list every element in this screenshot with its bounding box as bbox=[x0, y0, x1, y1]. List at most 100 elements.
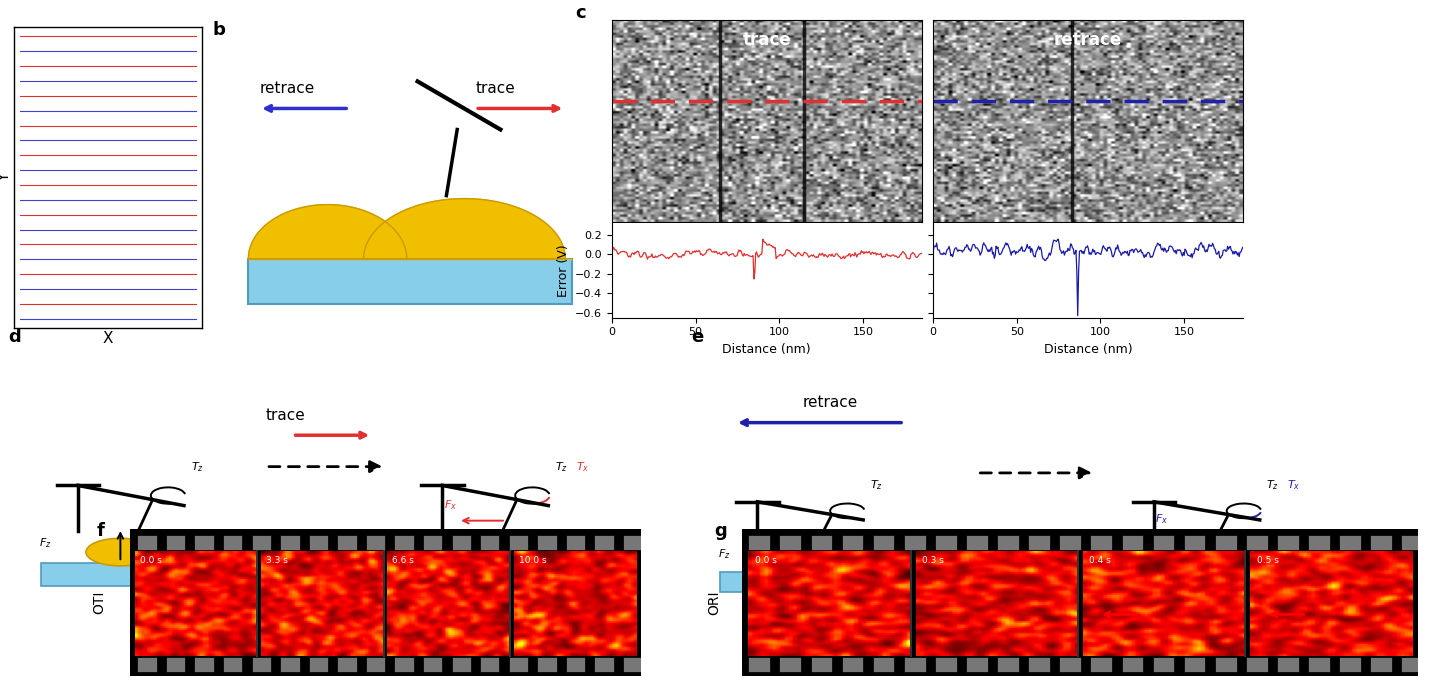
Text: 6.6 s: 6.6 s bbox=[392, 556, 415, 565]
Ellipse shape bbox=[86, 538, 156, 566]
Bar bbox=[308, 535, 328, 550]
Bar bbox=[395, 535, 413, 550]
Bar bbox=[508, 535, 528, 550]
Y-axis label: Error (V): Error (V) bbox=[557, 244, 570, 297]
Text: $Z_x$: $Z_x$ bbox=[1202, 596, 1217, 609]
Bar bbox=[423, 535, 442, 550]
Bar bbox=[1308, 535, 1329, 550]
Bar bbox=[624, 535, 642, 550]
Bar bbox=[405, 563, 606, 586]
Y-axis label: Y: Y bbox=[0, 173, 12, 182]
Bar bbox=[1371, 657, 1392, 672]
Bar bbox=[566, 657, 585, 672]
Bar bbox=[452, 657, 471, 672]
Text: b: b bbox=[213, 21, 225, 40]
Text: $Z_z$: $Z_z$ bbox=[420, 590, 433, 604]
Text: $F_x$: $F_x$ bbox=[1155, 512, 1168, 525]
Text: ORI: ORI bbox=[707, 591, 721, 615]
Bar bbox=[252, 657, 271, 672]
Bar bbox=[779, 535, 801, 550]
Bar bbox=[1215, 535, 1237, 550]
Bar bbox=[1277, 657, 1299, 672]
Bar bbox=[1308, 657, 1329, 672]
Text: $Z_z$: $Z_z$ bbox=[560, 590, 573, 604]
Bar bbox=[749, 657, 770, 672]
Text: $F_z$: $F_z$ bbox=[403, 536, 416, 550]
Text: retrace: retrace bbox=[804, 395, 858, 410]
Text: $T_z$: $T_z$ bbox=[870, 478, 883, 492]
Text: 0.3 s: 0.3 s bbox=[922, 556, 945, 565]
Bar bbox=[1028, 657, 1050, 672]
Bar bbox=[749, 535, 770, 550]
Ellipse shape bbox=[766, 549, 834, 574]
Bar bbox=[194, 657, 213, 672]
Text: c: c bbox=[575, 4, 586, 23]
Text: $Z_z$: $Z_z$ bbox=[1272, 596, 1284, 609]
Text: retrace: retrace bbox=[259, 81, 314, 96]
Text: $F_z$: $F_z$ bbox=[719, 547, 732, 561]
Bar bbox=[252, 535, 271, 550]
Bar bbox=[996, 535, 1020, 550]
Text: g: g bbox=[714, 522, 727, 540]
Bar bbox=[1184, 657, 1205, 672]
Text: $T_z$: $T_z$ bbox=[1267, 478, 1280, 492]
Text: trace: trace bbox=[475, 81, 516, 96]
Bar bbox=[1117, 572, 1318, 592]
Bar bbox=[423, 657, 442, 672]
Bar bbox=[508, 657, 528, 672]
Text: $Z_z$: $Z_z$ bbox=[1132, 596, 1145, 609]
Bar bbox=[166, 535, 186, 550]
Bar bbox=[1122, 535, 1143, 550]
Bar bbox=[1246, 535, 1267, 550]
Text: retrace: retrace bbox=[1054, 31, 1122, 48]
Bar bbox=[1028, 535, 1050, 550]
Bar bbox=[1401, 657, 1423, 672]
Bar bbox=[1246, 657, 1267, 672]
Text: 0.5 s: 0.5 s bbox=[1257, 556, 1279, 565]
Polygon shape bbox=[363, 199, 566, 259]
Bar bbox=[595, 535, 613, 550]
Bar bbox=[811, 657, 832, 672]
Text: $Z_z$: $Z_z$ bbox=[145, 590, 158, 604]
Bar bbox=[281, 657, 300, 672]
Bar bbox=[1152, 657, 1175, 672]
X-axis label: Distance (nm): Distance (nm) bbox=[723, 343, 811, 356]
Bar bbox=[480, 535, 500, 550]
Bar bbox=[1371, 535, 1392, 550]
Ellipse shape bbox=[1162, 549, 1231, 574]
Bar bbox=[1060, 535, 1081, 550]
Polygon shape bbox=[249, 205, 408, 259]
Bar bbox=[935, 535, 956, 550]
Text: $F_z$: $F_z$ bbox=[39, 536, 52, 550]
Bar bbox=[1339, 657, 1361, 672]
Text: $F_x$: $F_x$ bbox=[444, 498, 456, 512]
Bar bbox=[281, 535, 300, 550]
Text: $Z_x$: $Z_x$ bbox=[491, 590, 505, 604]
Text: 10.0 s: 10.0 s bbox=[518, 556, 546, 565]
Bar bbox=[904, 535, 926, 550]
Bar bbox=[779, 657, 801, 672]
Text: 0.0 s: 0.0 s bbox=[755, 556, 778, 565]
X-axis label: Distance (nm): Distance (nm) bbox=[1044, 343, 1132, 356]
Bar bbox=[720, 572, 922, 592]
Bar bbox=[366, 535, 386, 550]
Bar bbox=[935, 657, 956, 672]
Bar bbox=[841, 657, 864, 672]
Bar bbox=[1122, 657, 1143, 672]
Bar bbox=[337, 535, 357, 550]
Bar bbox=[811, 535, 832, 550]
Bar bbox=[537, 657, 557, 672]
Bar bbox=[1090, 535, 1112, 550]
Bar bbox=[395, 657, 413, 672]
Text: OTI: OTI bbox=[92, 591, 107, 615]
Bar bbox=[337, 657, 357, 672]
X-axis label: X: X bbox=[102, 331, 114, 346]
Bar bbox=[595, 657, 613, 672]
Text: $T_z$: $T_z$ bbox=[190, 460, 203, 474]
Text: $T_z$: $T_z$ bbox=[554, 460, 567, 474]
Ellipse shape bbox=[451, 538, 520, 566]
Bar bbox=[1060, 657, 1081, 672]
Bar bbox=[249, 259, 573, 304]
Bar bbox=[223, 657, 242, 672]
Bar bbox=[452, 535, 471, 550]
